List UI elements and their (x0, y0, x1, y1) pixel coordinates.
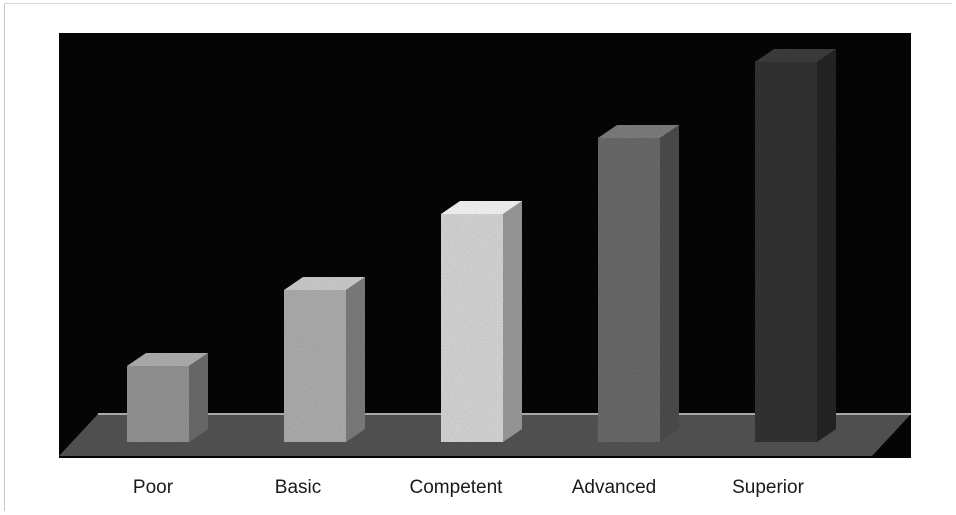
category-label-basic: Basic (275, 477, 321, 498)
bar-front-basic (284, 290, 346, 442)
bar-basic (284, 277, 365, 442)
category-label-poor: Poor (133, 477, 174, 498)
category-label-superior: Superior (732, 477, 804, 498)
bar-top-superior (755, 49, 836, 62)
bar-superior (755, 49, 836, 442)
bar-advanced (598, 125, 679, 442)
bar-side-superior (817, 49, 836, 442)
bar-top-basic (284, 277, 365, 290)
bar-side-basic (346, 277, 365, 442)
bar-front-advanced (598, 138, 660, 442)
bars-layer (127, 49, 836, 442)
category-label-advanced: Advanced (572, 477, 657, 498)
bar-side-advanced (660, 125, 679, 442)
bar-front-competent (441, 214, 503, 442)
bar-top-competent (441, 201, 522, 214)
category-label-competent: Competent (410, 477, 504, 498)
bar-front-poor (127, 366, 189, 442)
bar-competent (441, 201, 522, 442)
chart-frame (4, 3, 952, 511)
bar-top-poor (127, 353, 208, 366)
bar-top-advanced (598, 125, 679, 138)
bar-front-superior (755, 62, 817, 442)
bar-side-poor (189, 353, 208, 442)
category-labels: Poor Basic Competent Advanced Superior (133, 477, 805, 498)
bar-side-competent (503, 201, 522, 442)
bar-poor (127, 353, 208, 442)
